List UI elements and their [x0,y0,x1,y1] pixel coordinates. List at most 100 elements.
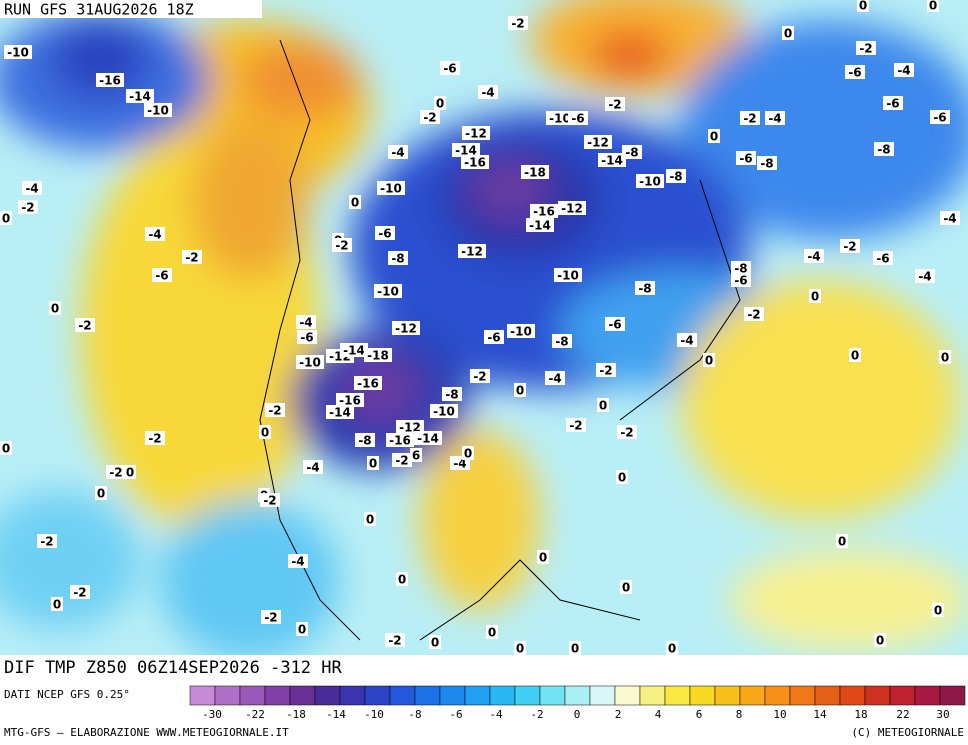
label-box [354,376,382,390]
colorbar-swatch [264,685,291,706]
contour-label: -2 [388,634,401,648]
label-box [75,318,95,332]
colorbar-swatch [914,685,941,706]
contour-label: -14 [129,90,151,104]
contour-label: -16 [99,74,121,88]
colorbar-label: -22 [245,708,265,721]
label-box [355,433,375,447]
colorbar-swatch [564,685,591,706]
colorbar-swatch [764,685,791,706]
contour-label: -6 [739,152,752,166]
contour-label: -6 [443,62,456,76]
label-box [514,641,526,655]
label-box [703,353,715,367]
label-box [429,635,441,649]
contour-label: -4 [306,461,319,475]
label-box [857,0,869,12]
label-box [666,641,678,655]
label-box [744,307,764,321]
label-box [70,585,90,599]
contour-label: -4 [148,228,161,242]
label-box [856,41,876,55]
label-box [259,425,271,439]
label-box [804,249,824,263]
contour-label: 0 [599,399,607,413]
contour-label: -4 [807,250,820,264]
colorbar-swatch [839,685,866,706]
contour-label: -4 [391,146,404,160]
colorbar-swatch [489,685,516,706]
label-box [617,425,637,439]
label-box [49,301,61,315]
label-box [636,174,664,188]
contour-label: -2 [263,494,276,508]
contour-label: -2 [109,466,122,480]
contour-label: -2 [73,586,86,600]
contour-label: -6 [933,111,946,125]
colorbar-label: -4 [489,708,503,721]
label-box [145,431,165,445]
label-box [558,201,586,215]
contour-label: -10 [7,46,29,60]
label-box [392,321,420,335]
colorbar-swatch [889,685,916,706]
label-box [508,16,528,30]
label-box [386,433,414,447]
contour-labels: -10-16-14-10-4-2-4-2-60-20-2-6-4-2-10 -6-… [0,0,960,656]
colorbar-label: -6 [449,708,462,721]
label-box [666,169,686,183]
label-box [375,226,395,240]
contour-label: 0 [351,196,359,210]
contour-label: 0 [261,426,269,440]
contour-label: -2 [843,240,856,254]
label-box [731,261,751,275]
label-box [598,153,626,167]
label-box [809,289,821,303]
label-box [526,218,554,232]
contour-label: -8 [669,170,682,184]
credit: MTG-GFS — ELABORAZIONE WWW.METEOGIORNALE… [4,726,289,739]
label-box [367,456,379,470]
label-box [4,45,32,59]
contour-label: -8 [358,434,371,448]
label-box [388,145,408,159]
contour-label: -10 [510,325,532,339]
colorbar: -30 -22 -18 -14 -10 -8 -6 -4 -2 0 2 4 6 8 10 14 18 22 30 [189,685,966,721]
contour-label: -4 [548,372,561,386]
colorbar-label: -10 [364,708,384,721]
contour-label: -2 [423,111,436,125]
colorbar-label: -18 [286,708,306,721]
colorbar-label: 14 [813,708,827,721]
contour-label: 0 [51,302,59,316]
contour-label: -8 [638,282,651,296]
contour-label: -2 [78,319,91,333]
label-box [731,273,751,287]
contour-label: -16 [339,394,361,408]
colorbar-swatch [364,685,391,706]
label-box [708,129,720,143]
contour-label: -6 [487,331,500,345]
colorbar-label: 18 [854,708,867,721]
colorbar-label: -14 [326,708,346,721]
contour-label: -14 [529,219,551,233]
colorbar-swatch [939,685,966,706]
contour-label: -4 [291,555,304,569]
colorbar-swatch [339,685,366,706]
label-box [336,393,364,407]
label-box [296,622,308,636]
label-box [566,418,586,432]
contour-label: -8 [445,388,458,402]
contour-label: -8 [734,262,747,276]
label-box [0,441,12,455]
label-box [332,238,352,252]
contour-label: -4 [918,270,931,284]
label-box [340,343,368,357]
contour-label: 0 [710,130,718,144]
colorbar-swatch [289,685,316,706]
contour-label: -2 [395,454,408,468]
contour-label: -2 [511,17,524,31]
contour-label: 0 [622,581,630,595]
label-box [894,63,914,77]
contour-label: -6 [886,97,899,111]
contour-label: -6 [734,274,747,288]
